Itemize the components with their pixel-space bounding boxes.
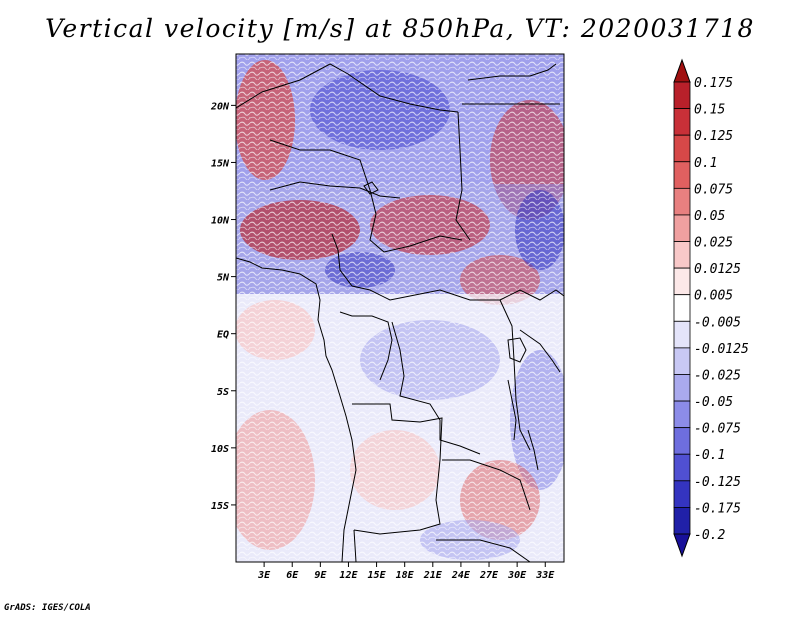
- border-car: [351, 285, 500, 301]
- border-congo: [339, 311, 393, 381]
- west-africa-coastline: [236, 257, 357, 562]
- border-ethiopia: [499, 289, 564, 301]
- colorbar-swatch: [673, 161, 691, 189]
- colorbar-label: 0.125: [694, 129, 733, 144]
- lat-tick-label: 10N: [211, 216, 230, 227]
- border-botswana: [436, 539, 531, 562]
- colorbar-swatch: [673, 453, 691, 482]
- border-niger-nigeria: [269, 181, 401, 199]
- colorbar-top-arrow: [673, 58, 691, 83]
- colorbar: 0.175 0.15 0.125 0.1 0.075 0.05 0.025 0.0125 0.0…: [673, 58, 749, 558]
- colorbar-swatch: [673, 320, 691, 349]
- red-sea-coast: [467, 63, 557, 81]
- colorbar-label: -0.025: [694, 368, 741, 383]
- grads-credit: GrADS: IGES/COLA: [4, 603, 91, 613]
- colorbar-swatch: [673, 241, 691, 269]
- colorbar-label: -0.125: [694, 475, 741, 490]
- lon-tick-label: 18E: [396, 570, 415, 581]
- colorbar-label: 0.025: [694, 236, 733, 251]
- lon-tick-label: 9E: [314, 570, 327, 581]
- lat-tick-label: 5S: [217, 387, 229, 398]
- colorbar-swatch: [673, 294, 691, 322]
- border-nigeria-cameroon: [331, 233, 353, 287]
- colorbar-swatch: [673, 347, 691, 375]
- border-libya-sudan: [455, 111, 471, 241]
- lake-tanganyika: [507, 379, 517, 441]
- colorbar-swatch: [673, 134, 691, 163]
- lon-tick-label: 6E: [286, 570, 299, 581]
- lon-tick-label: 21E: [423, 570, 443, 581]
- field-texture: [236, 54, 564, 562]
- lat-tick-label: 5N: [217, 273, 230, 284]
- colorbar-label: 0.05: [694, 209, 725, 224]
- border-drc-east: [499, 299, 531, 451]
- lat-axis: 20N 15N 10N 5N EQ 5S 10S 15S: [210, 101, 236, 512]
- colorbar-label: -0.0125: [694, 342, 749, 357]
- map-title: Vertical velocity [m/s] at 850hPa, VT: 2…: [45, 14, 755, 43]
- border-kenya: [519, 329, 561, 373]
- colorbar-swatch: [673, 187, 691, 216]
- colorbar-label: 0.0125: [694, 262, 741, 277]
- border-zambia: [442, 459, 531, 511]
- colorbar-swatch: [673, 507, 691, 535]
- lon-tick-label: 12E: [339, 570, 358, 581]
- lat-tick-label: 10S: [211, 444, 229, 455]
- lat-tick-label: 20N: [210, 101, 230, 112]
- lon-axis: 3E 6E 9E 12E 15E 18E 21E 24E 27E 30E 33E: [257, 562, 555, 581]
- lat-tick-label: 15S: [211, 501, 229, 512]
- colorbar-swatch: [673, 427, 691, 455]
- colorbar-label: -0.2: [694, 528, 725, 543]
- colorbar-label: 0.1: [694, 156, 717, 171]
- colorbar-swatch: [673, 480, 691, 508]
- colorbar-label: -0.175: [694, 501, 741, 516]
- plot-frame: [235, 53, 565, 563]
- border-namibia: [353, 529, 357, 562]
- colorbar-label: 0.005: [694, 289, 733, 304]
- colorbar-bottom-arrow: [673, 533, 691, 558]
- lon-tick-label: 30E: [507, 570, 527, 581]
- colorbar-label: -0.005: [694, 315, 741, 330]
- lake-chad: [363, 181, 379, 195]
- lat-tick-label: EQ: [217, 330, 229, 341]
- colorbar-label: 0.175: [694, 76, 733, 91]
- border-mali-niger: [269, 139, 371, 191]
- lon-tick-label: 27E: [479, 570, 499, 581]
- lon-tick-label: 15E: [368, 570, 387, 581]
- map-boundaries: [236, 63, 564, 562]
- lake-malawi: [527, 429, 539, 471]
- border-angola: [352, 403, 443, 535]
- colorbar-swatch: [673, 267, 691, 296]
- border-drc: [391, 321, 481, 455]
- lake-victoria: [507, 337, 527, 363]
- colorbar-swatch: [673, 81, 691, 109]
- colorbar-swatch: [673, 108, 691, 136]
- colorbar-label: -0.075: [694, 422, 741, 437]
- border-chad: [369, 189, 463, 253]
- colorbar-label: 0.15: [694, 103, 725, 118]
- lon-tick-label: 24E: [451, 570, 471, 581]
- lon-tick-label: 33E: [535, 570, 555, 581]
- lat-tick-label: 15N: [211, 158, 230, 169]
- lon-tick-label: 3E: [257, 570, 271, 581]
- colorbar-label: -0.1: [694, 448, 725, 463]
- colorbar-swatch: [673, 374, 691, 402]
- border-algeria-niger: [236, 63, 459, 113]
- colorbar-label: 0.075: [694, 182, 733, 197]
- colorbar-label: -0.05: [694, 395, 733, 410]
- field-layer: [236, 54, 564, 562]
- colorbar-swatch: [673, 214, 691, 242]
- colorbar-swatch: [673, 400, 691, 429]
